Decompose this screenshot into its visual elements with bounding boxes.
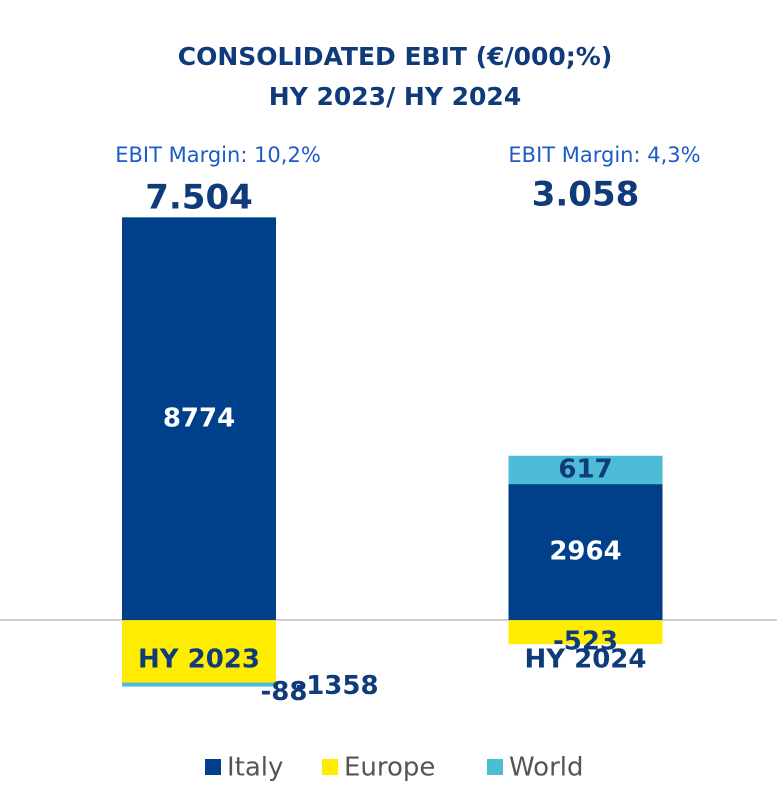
chart-title: CONSOLIDATED EBIT (€/000;%) (178, 42, 613, 71)
data-label: 8774 (163, 403, 235, 433)
legend-label: Italy (227, 753, 283, 783)
bar-segment (122, 682, 276, 687)
data-label: 2964 (549, 537, 621, 567)
chart-subtitle: HY 2023/ HY 2024 (269, 82, 521, 111)
bar-segment (508, 484, 663, 621)
bar-segment (122, 620, 276, 683)
total-label: 3.058 (532, 175, 640, 215)
data-label: -88 (261, 677, 308, 707)
legend-swatch (322, 759, 338, 775)
legend-swatch (205, 759, 221, 775)
data-label: 617 (558, 454, 612, 484)
data-label: -1358 (295, 671, 378, 701)
bar-segment (508, 620, 663, 645)
x-tick-label: HY 2023 (138, 645, 260, 675)
data-label: -523 (553, 627, 618, 657)
total-label: 7.504 (145, 178, 253, 218)
legend-swatch (487, 759, 503, 775)
annotation: EBIT Margin: 4,3% (508, 143, 700, 167)
bar-segment (122, 217, 276, 621)
annotation: EBIT Margin: 10,2% (115, 143, 321, 167)
x-tick-label: HY 2024 (524, 645, 646, 675)
legend-label: Europe (344, 753, 435, 783)
bar-segment (508, 455, 663, 485)
legend-label: World (509, 753, 584, 783)
